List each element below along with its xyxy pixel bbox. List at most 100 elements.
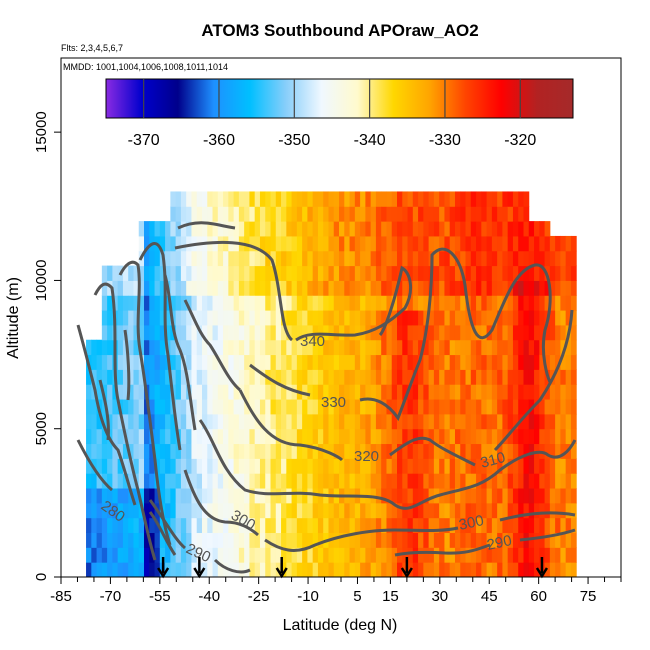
heatmap-cell — [149, 339, 156, 356]
heatmap-cell — [133, 428, 140, 445]
heatmap-cell — [207, 562, 214, 577]
heatmap-cell — [449, 547, 456, 563]
heatmap-cell — [544, 324, 551, 341]
heatmap-cell — [412, 532, 419, 548]
heatmap-cell — [491, 443, 498, 459]
heatmap-cell — [570, 324, 577, 341]
heatmap-cell — [291, 235, 298, 252]
heatmap-cell — [265, 488, 272, 504]
heatmap-cell — [86, 547, 92, 563]
heatmap-cell — [534, 458, 540, 474]
heatmap-cell — [486, 354, 493, 370]
heatmap-cell — [360, 265, 366, 281]
heatmap-cell — [291, 354, 298, 370]
heatmap-cell — [444, 413, 451, 430]
heatmap-cell — [286, 458, 293, 474]
heatmap-cell — [302, 443, 308, 459]
heatmap-cell — [254, 428, 261, 445]
heatmap-cell — [360, 250, 366, 267]
dates-subtitle: MMDD: 1001,1004,1006,1008,1011,1014 — [63, 62, 228, 72]
heatmap-cell — [360, 280, 366, 296]
heatmap-cell — [207, 547, 214, 563]
heatmap-cell — [418, 458, 424, 474]
y-tick-label: 5000 — [33, 412, 50, 445]
heatmap-cell — [175, 517, 182, 534]
heatmap-cell — [539, 295, 546, 311]
heatmap-cell — [207, 265, 214, 281]
heatmap-cell — [133, 399, 140, 415]
heatmap-cell — [165, 235, 171, 252]
heatmap-cell — [302, 502, 308, 519]
heatmap-cell — [412, 399, 419, 415]
heatmap-cell — [328, 369, 335, 385]
heatmap-cell — [370, 384, 377, 400]
heatmap-cell — [565, 295, 572, 311]
heatmap-cell — [112, 443, 119, 459]
heatmap-cell — [549, 265, 556, 281]
heatmap-cell — [302, 547, 308, 563]
heatmap-cell — [354, 265, 361, 281]
heatmap-cell — [107, 443, 113, 459]
heatmap-cell — [191, 458, 198, 474]
heatmap-cell — [449, 413, 456, 430]
heatmap-cell — [122, 562, 129, 577]
heatmap-cell — [122, 310, 129, 326]
heatmap-cell — [196, 295, 203, 311]
heatmap-cell — [539, 354, 546, 370]
heatmap-cell — [149, 532, 156, 548]
heatmap-cell — [544, 250, 551, 267]
heatmap-cell — [244, 413, 250, 430]
heatmap-cell — [107, 517, 113, 534]
heatmap-cell — [433, 517, 440, 534]
heatmap-cell — [201, 458, 208, 474]
heatmap-cell — [339, 354, 345, 370]
heatmap-cell — [191, 502, 198, 519]
heatmap-cell — [381, 443, 387, 459]
heatmap-cell — [249, 206, 256, 222]
heatmap-cell — [107, 502, 113, 519]
heatmap-cell — [349, 295, 356, 311]
heatmap-cell — [259, 295, 266, 311]
heatmap-cell — [228, 265, 235, 281]
heatmap-cell — [370, 235, 377, 252]
heatmap-cell — [154, 443, 161, 459]
heatmap-cell — [549, 562, 556, 577]
heatmap-cell — [286, 547, 293, 563]
heatmap-cell — [386, 221, 393, 237]
heatmap-cell — [265, 310, 272, 326]
heatmap-cell — [502, 502, 509, 519]
heatmap-cell — [439, 250, 445, 267]
heatmap-cell — [101, 324, 108, 341]
heatmap-cell — [175, 191, 182, 207]
heatmap-cell — [323, 265, 329, 281]
heatmap-cell — [555, 443, 561, 459]
heatmap-cell — [528, 428, 535, 445]
heatmap-cell — [502, 443, 509, 459]
heatmap-cell — [201, 428, 208, 445]
heatmap-cell — [207, 443, 214, 459]
heatmap-cell — [175, 250, 182, 267]
heatmap-cell — [365, 502, 372, 519]
heatmap-cell — [207, 324, 214, 341]
heatmap-cell — [486, 369, 493, 385]
heatmap-cell — [454, 562, 461, 577]
heatmap-cell — [565, 339, 572, 356]
heatmap-cell — [481, 517, 488, 534]
colorbar-tick-label: -370 — [128, 132, 160, 149]
heatmap-cell — [481, 250, 488, 267]
heatmap-cell — [339, 310, 345, 326]
heatmap-cell — [265, 221, 272, 237]
heatmap-cell — [349, 562, 356, 577]
heatmap-cell — [549, 413, 556, 430]
heatmap-cell — [307, 413, 314, 430]
heatmap-cell — [96, 369, 103, 385]
heatmap-cell — [465, 532, 472, 548]
heatmap-cell — [328, 473, 335, 489]
heatmap-cell — [423, 458, 430, 474]
heatmap-cell — [186, 310, 192, 326]
heatmap-cell — [433, 310, 440, 326]
heatmap-cell — [291, 458, 298, 474]
heatmap-cell — [412, 295, 419, 311]
heatmap-cell — [444, 310, 451, 326]
heatmap-cell — [349, 473, 356, 489]
